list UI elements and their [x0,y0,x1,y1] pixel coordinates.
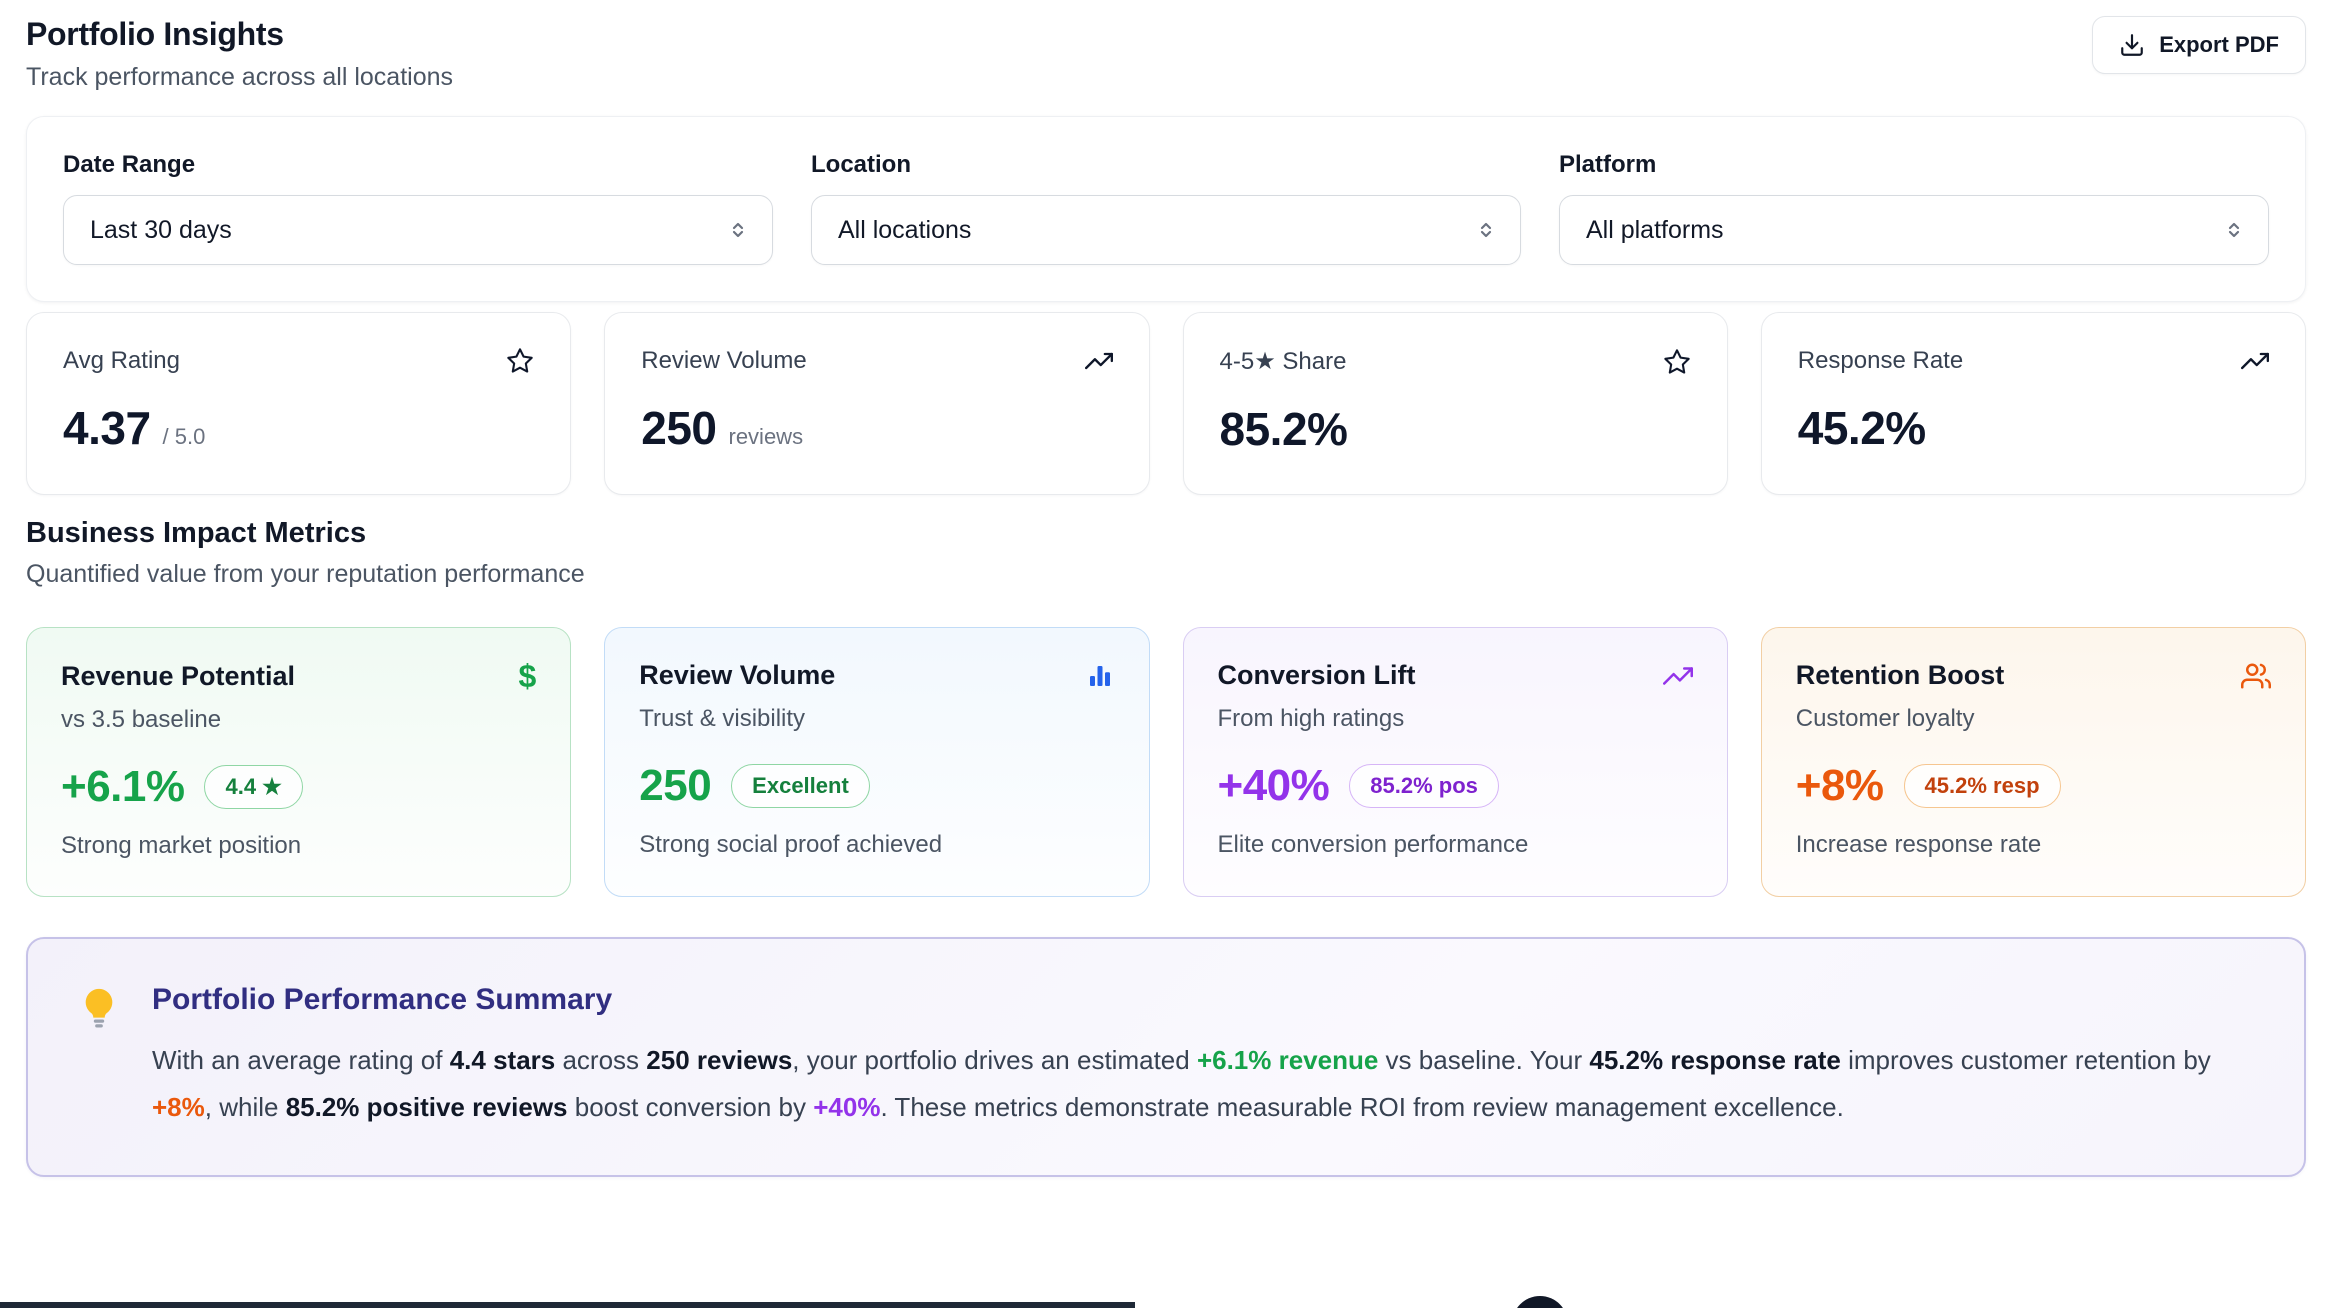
stat-card-avg-rating: Avg Rating 4.37 / 5.0 [26,312,572,495]
location-select[interactable]: All locations [811,195,1521,265]
stat-label: Review Volume [641,347,807,374]
date-range-select[interactable]: Last 30 days [63,195,773,265]
bottom-divider [0,1302,1135,1308]
date-range-label: Date Range [63,151,196,178]
dollar-icon: $ [518,658,537,694]
stat-value: 250 [641,402,717,454]
filter-location: Location All locations [811,151,1521,265]
impact-card-subtitle: Customer loyalty [1795,705,1975,732]
impact-card-title: Conversion Lift [1217,660,1416,690]
impact-card-title: Retention Boost [1795,660,2005,690]
page-header: Portfolio Insights Track performance acr… [26,16,2306,92]
chevron-up-down-icon [2222,218,2246,242]
header-text: Portfolio Insights Track performance acr… [26,16,453,92]
impact-card-value: +40% [1217,761,1330,810]
impact-card-subtitle: Trust & visibility [639,705,806,732]
impact-card-badge: 85.2% pos [1349,764,1499,808]
impact-card-retention-boost: Retention Boost Customer loyalty +8% 45.… [1760,627,2306,897]
stat-card-response-rate: Response Rate 45.2% [1760,312,2306,495]
impact-title: Business Impact Metrics [26,517,367,549]
export-pdf-button[interactable]: Export PDF [2092,16,2306,74]
summary-content: Portfolio Performance Summary With an av… [152,983,2232,1131]
impact-card-revenue-potential: Revenue Potential $ vs 3.5 baseline +6.1… [26,627,572,897]
stats-row: Avg Rating 4.37 / 5.0 Review Volume 250 … [26,312,2306,495]
location-value: All locations [838,215,972,244]
download-icon [2119,32,2145,58]
impact-card-badge: 45.2% resp [1903,764,2061,808]
impact-card-conversion-lift: Conversion Lift From high ratings +40% 8… [1182,627,1728,897]
star-icon [1663,348,1691,376]
stat-card-review-volume: Review Volume 250 reviews [604,312,1150,495]
impact-card-title: Review Volume [639,660,836,690]
stat-label: Response Rate [1797,347,1964,374]
page-subtitle: Track performance across all locations [26,63,454,91]
performance-summary-panel: Portfolio Performance Summary With an av… [26,937,2306,1177]
impact-card-review-volume: Review Volume Trust & visibility 250 Exc… [604,627,1150,897]
impact-subtitle: Quantified value from your reputation pe… [26,560,585,588]
impact-card-value: 250 [639,761,712,810]
impact-card-subtitle: vs 3.5 baseline [61,706,222,733]
platform-value: All platforms [1586,215,1724,244]
impact-section-header: Business Impact Metrics Quantified value… [26,517,2306,589]
people-icon [2241,661,2271,691]
stat-label: Avg Rating [63,347,180,374]
impact-card-value: +6.1% [61,762,185,811]
impact-card-footer: Increase response rate [1795,831,2042,858]
stat-card-45-star-share: 4-5★ Share 85.2% [1182,312,1728,495]
floating-action-button-partial[interactable] [1512,1296,1568,1308]
impact-cards-row: Revenue Potential $ vs 3.5 baseline +6.1… [26,627,2306,897]
impact-card-footer: Strong market position [61,832,302,859]
stat-value: 4.37 [63,402,151,454]
bar-chart-icon [1085,661,1115,691]
summary-text: With an average rating of 4.4 stars acro… [152,1045,2211,1122]
platform-label: Platform [1559,151,1657,178]
chevron-up-down-icon [1474,218,1498,242]
summary-title: Portfolio Performance Summary [152,983,613,1016]
impact-card-title: Revenue Potential [61,660,296,691]
filter-platform: Platform All platforms [1559,151,2269,265]
lightbulb-icon [76,983,122,1131]
chevron-up-down-icon [726,218,750,242]
star-icon [506,347,534,375]
platform-select[interactable]: All platforms [1559,195,2269,265]
stat-value: 45.2% [1797,402,1926,454]
stat-label: 4-5★ Share [1219,348,1347,375]
impact-card-footer: Strong social proof achieved [639,831,943,858]
trending-up-icon [2241,347,2269,375]
page-title: Portfolio Insights [26,16,284,52]
stat-suffix: / 5.0 [162,424,206,449]
date-range-value: Last 30 days [90,215,232,244]
export-pdf-label: Export PDF [2159,32,2279,57]
trending-up-icon [1662,661,1693,691]
filter-date-range: Date Range Last 30 days [63,151,773,265]
impact-card-subtitle: From high ratings [1217,705,1405,732]
filters-panel: Date Range Last 30 days Location All loc… [26,116,2306,302]
stat-suffix: reviews [728,424,804,449]
impact-card-badge: Excellent [731,764,870,808]
impact-card-badge: 4.4 ★ [204,765,303,809]
location-label: Location [811,151,911,178]
trending-up-icon [1084,347,1113,375]
impact-card-footer: Elite conversion performance [1217,831,1529,858]
stat-value: 85.2% [1219,403,1348,455]
impact-card-value: +8% [1795,761,1884,810]
